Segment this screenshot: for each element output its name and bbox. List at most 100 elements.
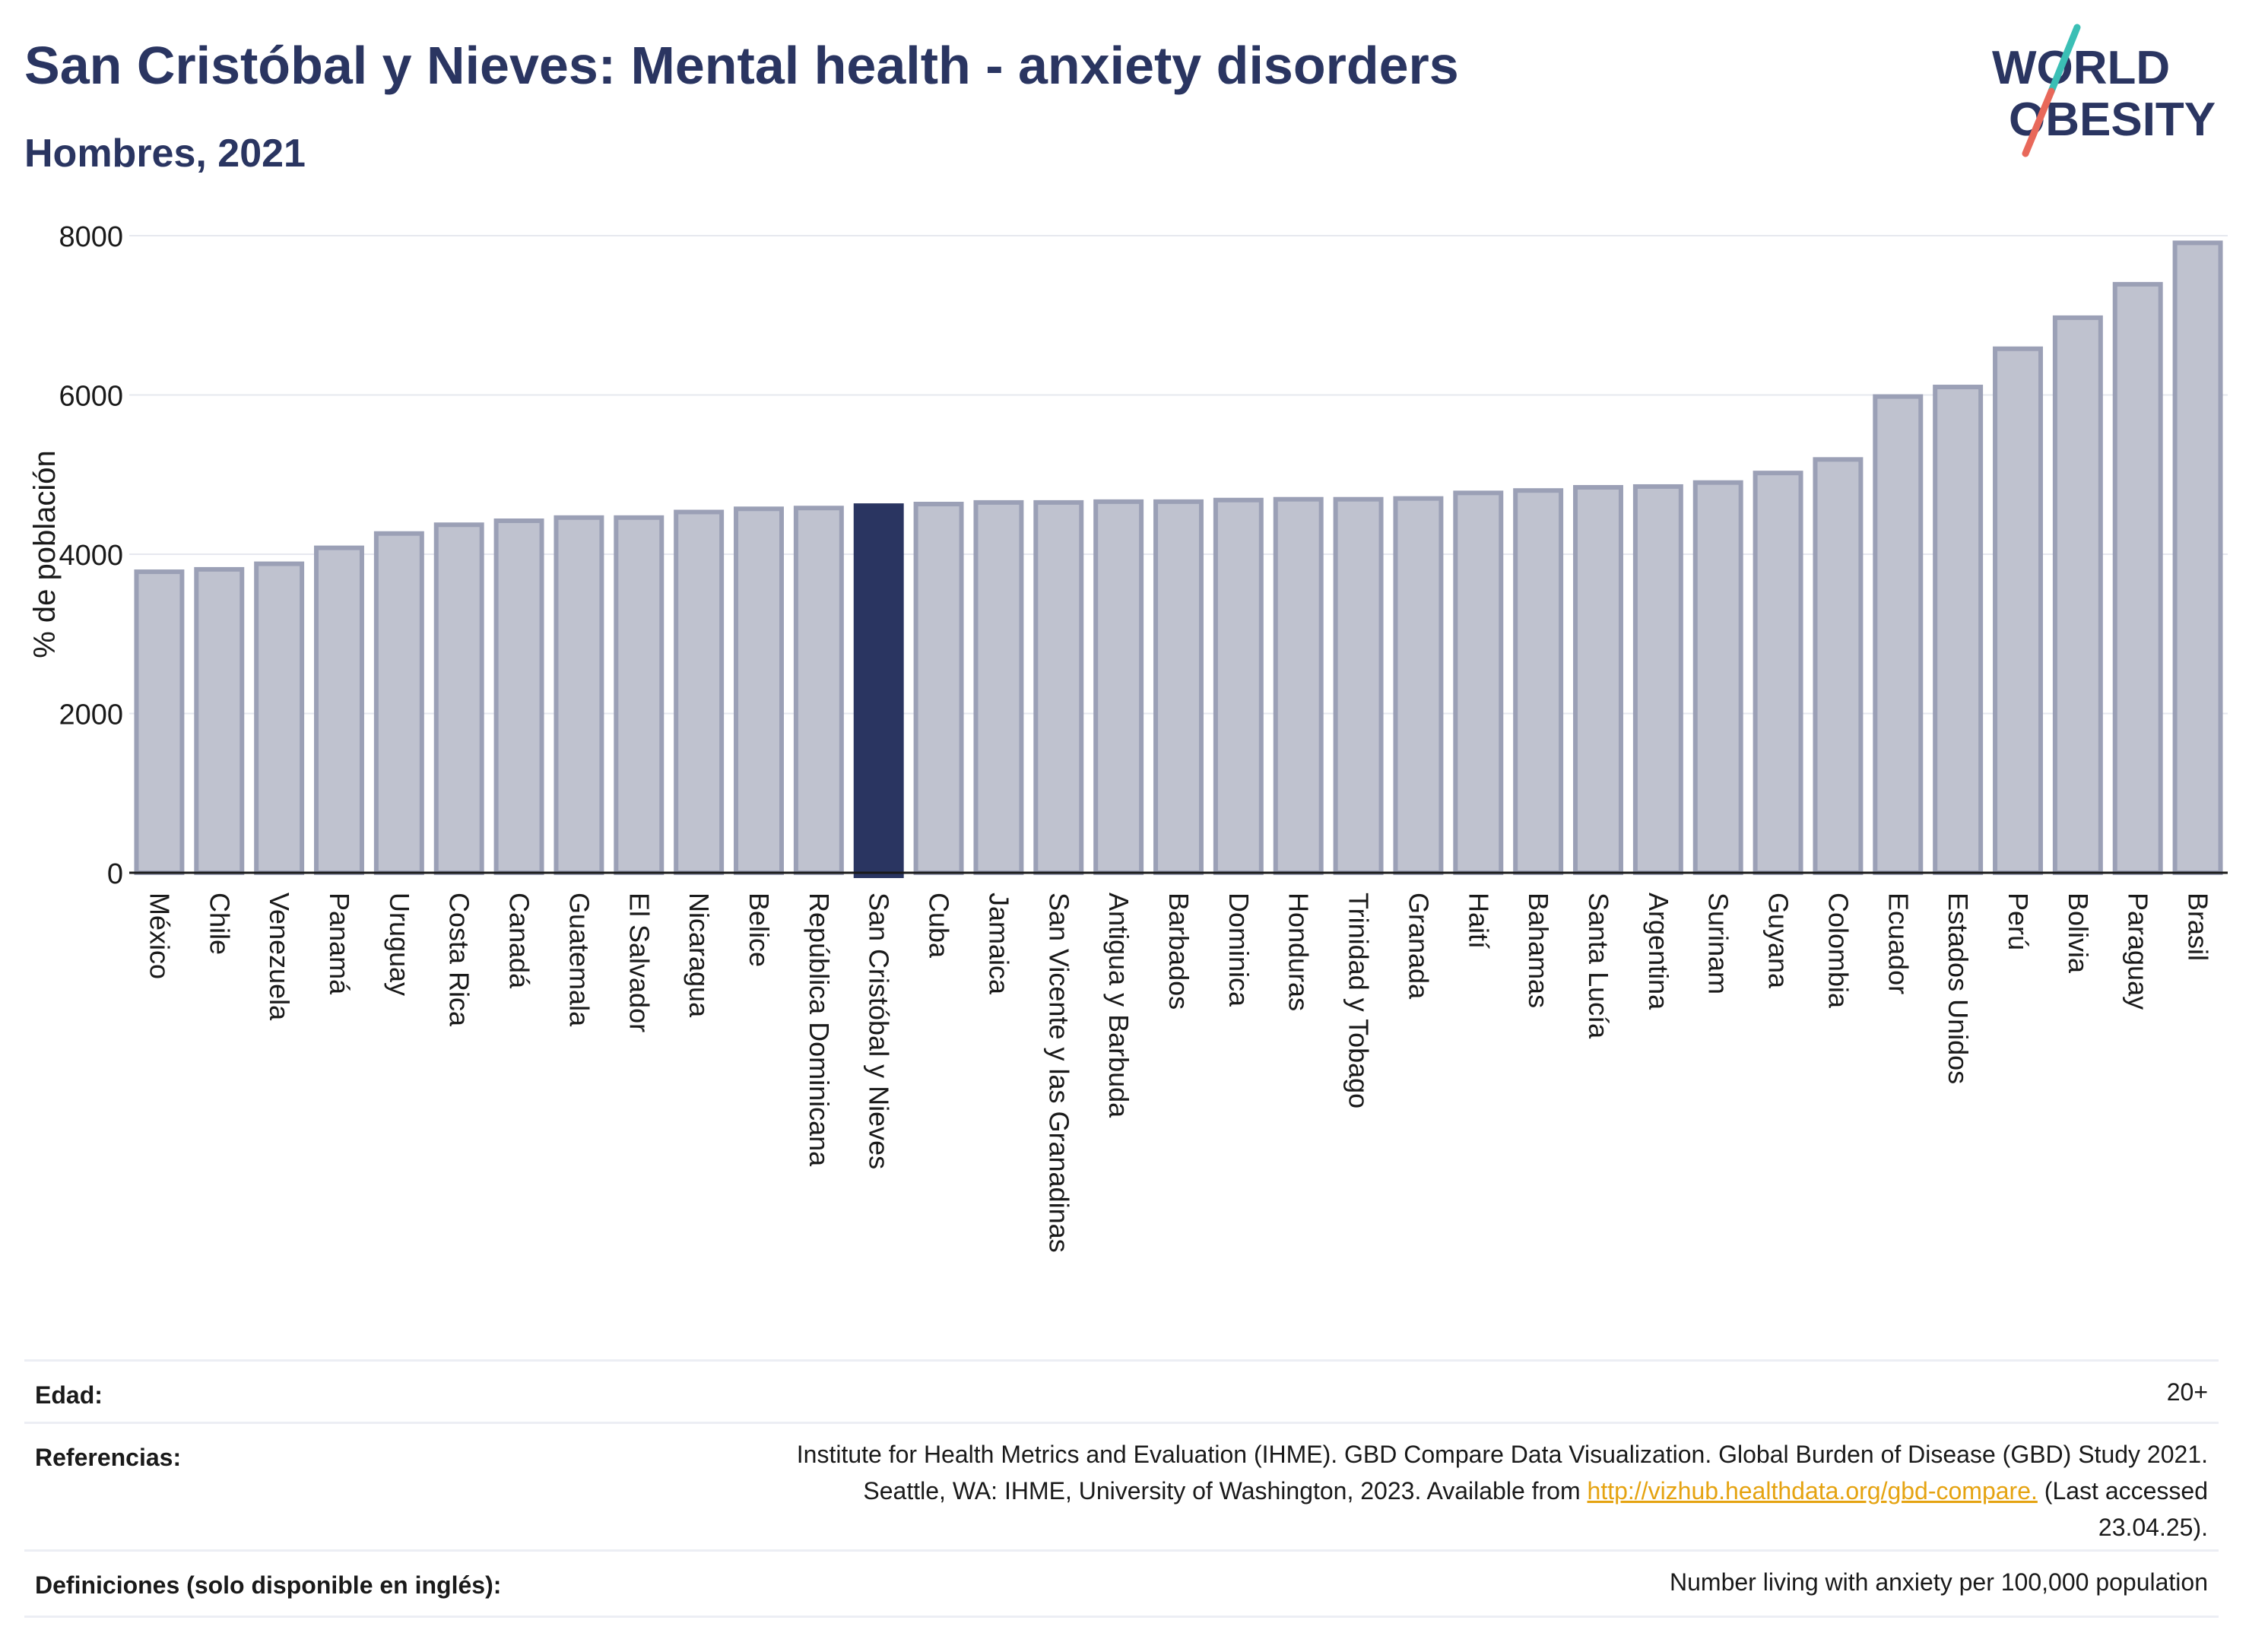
references-value: Institute for Health Metrics and Evaluat…	[797, 1436, 2208, 1546]
bar	[1753, 471, 1803, 875]
x-tick-label: Paraguay	[2123, 893, 2154, 1010]
x-tick-label: Bahamas	[1523, 893, 1554, 1008]
bar	[2112, 281, 2163, 875]
y-tick-labels: 0 2000 4000 6000 8000	[59, 221, 123, 890]
chart-subtitle: Hombres, 2021	[24, 132, 306, 176]
bar	[1813, 457, 1864, 875]
bar	[2172, 240, 2223, 875]
bar	[1093, 499, 1144, 875]
bar	[1213, 497, 1264, 876]
x-tick-label: San Cristóbal y Nieves	[864, 893, 895, 1169]
bar	[493, 518, 544, 875]
x-tick-label: Honduras	[1283, 893, 1315, 1011]
x-tick-label: Costa Rica	[444, 893, 475, 1027]
x-tick-label: Argentina	[1643, 893, 1674, 1010]
x-tick-label: Cuba	[924, 893, 955, 959]
x-tick-label: Surinam	[1703, 893, 1734, 994]
x-tick-label: Perú	[2003, 893, 2034, 950]
bar	[1333, 496, 1384, 875]
x-tick-label: San Vicente y las Granadinas	[1043, 893, 1074, 1253]
y-tick-label: 8000	[59, 221, 123, 253]
bar	[1873, 394, 1924, 875]
x-tick-label: Haití	[1463, 893, 1494, 949]
bar	[554, 515, 604, 875]
bar	[734, 506, 784, 875]
bar-highlighted	[853, 503, 904, 878]
bar	[674, 509, 725, 875]
y-tick-label: 2000	[59, 699, 123, 731]
y-axis-title: % de población	[28, 450, 62, 658]
x-tick-label: Granada	[1403, 893, 1434, 1000]
age-value: 20+	[2166, 1378, 2208, 1406]
bar	[194, 566, 245, 876]
y-tick-label: 0	[107, 858, 123, 890]
references-label: Referencias:	[35, 1444, 182, 1471]
bar	[1033, 499, 1084, 875]
bar	[1632, 484, 1683, 876]
x-tick-label: Jamaica	[983, 893, 1014, 995]
x-tick-label: Canadá	[504, 893, 535, 989]
x-tick-label: Belice	[744, 893, 775, 967]
y-tick-label: 6000	[59, 381, 123, 413]
bar	[314, 545, 364, 875]
x-tick-label: Brasil	[2183, 893, 2214, 961]
x-tick-label: Ecuador	[1883, 893, 1914, 994]
bar	[1573, 485, 1623, 875]
references-line-2b: (Last accessed	[2037, 1477, 2208, 1505]
x-tick-label: Guyana	[1763, 893, 1794, 989]
bar	[1993, 346, 2043, 875]
bar	[913, 502, 964, 875]
x-tick-label: Panamá	[324, 893, 355, 995]
bar	[433, 522, 484, 875]
x-tick-label: Nicaragua	[684, 893, 715, 1018]
x-tick-label: Trinidad y Tobago	[1343, 893, 1375, 1108]
logo-slash-red	[2022, 87, 2055, 157]
bar	[1453, 490, 1504, 876]
x-tick-label: México	[144, 893, 175, 979]
meta-row-age: Edad: 20+	[24, 1359, 2219, 1424]
age-label: Edad:	[35, 1381, 103, 1409]
x-tick-label: Venezuela	[264, 893, 295, 1021]
x-tick-label: Barbados	[1163, 893, 1194, 1010]
bar	[973, 499, 1024, 875]
x-tick-label: Estados Unidos	[1943, 893, 1974, 1084]
bar	[1513, 488, 1564, 875]
logo-slash-teal	[2048, 24, 2081, 95]
bar	[2052, 315, 2103, 875]
bar	[1273, 496, 1324, 875]
references-line-2: Seattle, WA: IHME, University of Washing…	[797, 1473, 2208, 1509]
bar	[373, 531, 424, 875]
references-line-3: 23.04.25).	[2098, 1514, 2208, 1541]
references-line-1: Institute for Health Metrics and Evaluat…	[796, 1441, 2208, 1468]
x-tick-labels: México Chile Venezuela Panamá Uruguay Costa R…	[144, 893, 2213, 1253]
bar	[254, 561, 305, 875]
references-link[interactable]: http://vizhub.healthdata.org/gbd-compare…	[1587, 1477, 2038, 1505]
x-tick-label: Dominica	[1223, 893, 1255, 1007]
definitions-label: Definiciones (solo disponible en inglés)…	[35, 1571, 502, 1599]
definitions-value: Number living with anxiety per 100,000 p…	[1670, 1568, 2208, 1596]
world-obesity-logo: WORLD OBESITY	[1992, 24, 2216, 157]
x-tick-label: República Dominicana	[804, 893, 835, 1167]
bars	[134, 240, 2223, 878]
x-tick-label: Santa Lucía	[1583, 893, 1614, 1039]
bar	[1692, 480, 1743, 875]
meta-row-definitions: Definiciones (solo disponible en inglés)…	[24, 1549, 2219, 1618]
x-tick-label: Bolivia	[2063, 893, 2094, 974]
x-tick-label: Guatemala	[563, 893, 595, 1027]
x-tick-label: Antigua y Barbuda	[1103, 893, 1134, 1118]
x-tick-label: Chile	[204, 893, 235, 955]
bar	[1933, 385, 1984, 875]
chart-title: San Cristóbal y Nieves: Mental health - …	[24, 36, 1459, 95]
bar	[1393, 496, 1444, 875]
x-tick-label: El Salvador	[623, 893, 655, 1032]
bar-chart: 0 2000 4000 6000 8000 México Chile Venezuela Pa…	[28, 221, 2228, 1253]
bar	[614, 515, 665, 875]
logo-word-world: WORLD	[1992, 42, 2170, 94]
bar	[1153, 499, 1204, 875]
bar	[134, 569, 185, 875]
x-tick-label: Colombia	[1822, 893, 1854, 1009]
x-tick-label: Uruguay	[384, 893, 415, 996]
y-tick-label: 4000	[59, 540, 123, 572]
references-line-2a: Seattle, WA: IHME, University of Washing…	[863, 1477, 1588, 1505]
meta-row-references: Referencias: Institute for Health Metric…	[24, 1422, 2219, 1552]
